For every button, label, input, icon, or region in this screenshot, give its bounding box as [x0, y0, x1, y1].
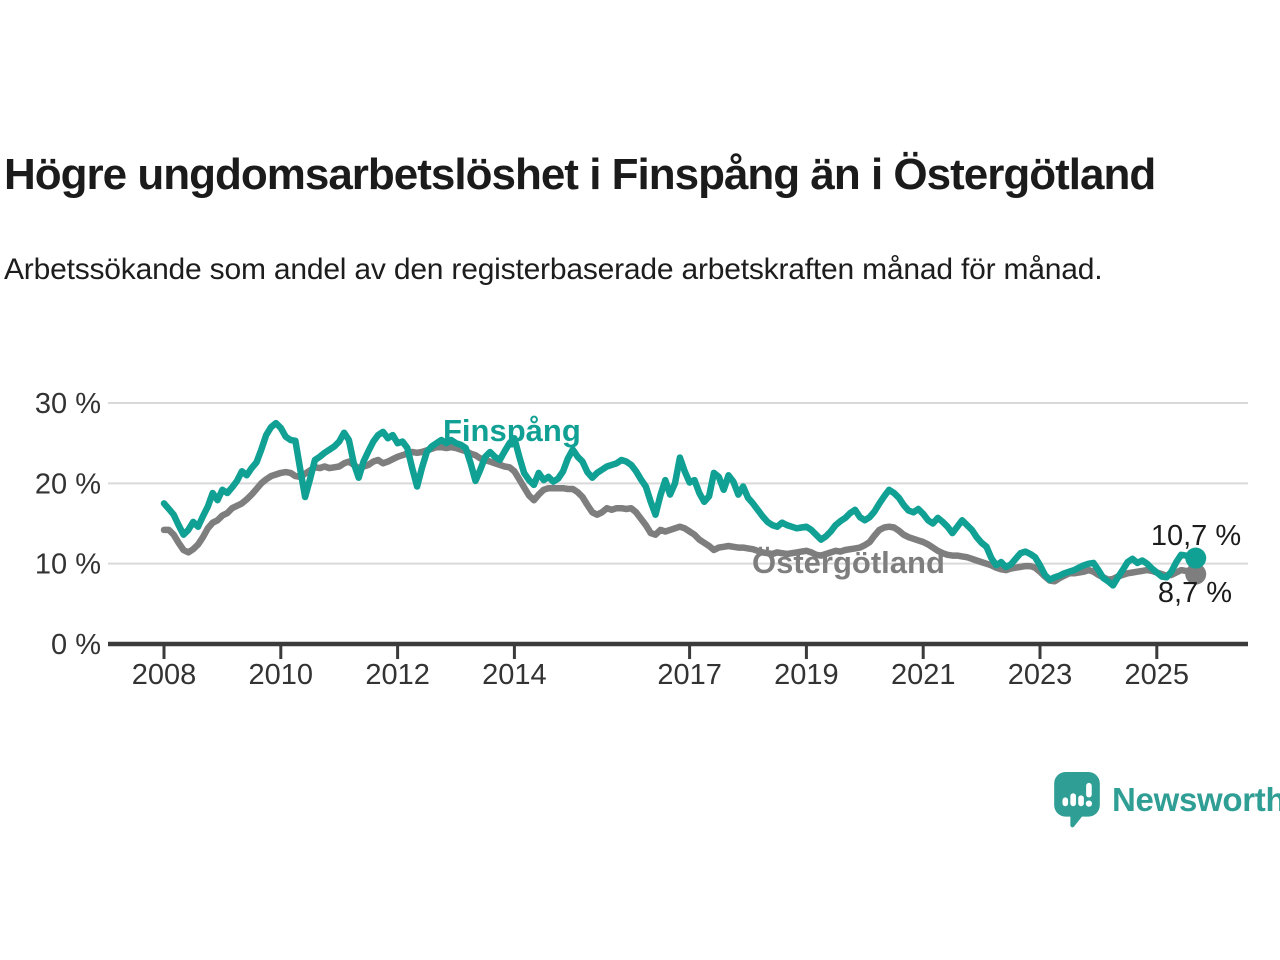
logo-bubble-shape — [1054, 772, 1100, 828]
newsworthy-logo-text: Newsworthy — [1112, 781, 1280, 818]
series-line-ostergotland — [160, 443, 1199, 585]
y-tick-label: 20 % — [35, 468, 101, 500]
x-tick-label: 2010 — [249, 659, 314, 691]
newsworthy-logo-icon — [1054, 772, 1100, 828]
series-label-finspang: Finspång — [443, 413, 581, 448]
y-tick-label: 10 % — [35, 549, 101, 581]
x-tick-label: 2012 — [365, 659, 430, 691]
series-line-finspang — [160, 419, 1199, 589]
series-end-dot-ostergotland — [1185, 563, 1207, 585]
x-tick-label: 2017 — [657, 659, 722, 691]
series-annotations: Finspång Östergötland 10,7 % 8,7 % — [443, 413, 1241, 609]
page-subtitle: Arbetssökande som andel av den registerb… — [4, 253, 1103, 286]
x-tick-label: 2023 — [1008, 659, 1073, 691]
newsworthy-logo: Newsworthy — [1054, 772, 1280, 828]
end-value-label-finspang: 10,7 % — [1151, 520, 1241, 552]
y-tick-label: 30 % — [35, 388, 101, 420]
page-title: Högre ungdomsarbetslöshet i Finspång än … — [4, 150, 1156, 199]
x-axis — [108, 641, 1248, 659]
x-tick-label: 2019 — [774, 659, 839, 691]
x-tick-label: 2025 — [1125, 659, 1190, 691]
y-axis-labels: 0 % 10 % 20 % 30 % — [35, 388, 101, 661]
end-value-label-ostergotland: 8,7 % — [1158, 577, 1232, 609]
series-end-dot-finspang — [1185, 547, 1207, 569]
x-tick-label: 2014 — [482, 659, 547, 691]
x-axis-labels: 2008 2010 2012 2014 2017 2019 2021 2023 2025 — [132, 659, 1189, 691]
x-tick-label: 2021 — [891, 659, 956, 691]
series-label-ostergotland: Östergötland — [752, 545, 945, 580]
y-tick-label: 0 % — [51, 629, 101, 661]
x-tick-label: 2008 — [132, 659, 197, 691]
series-lines — [160, 419, 1207, 589]
